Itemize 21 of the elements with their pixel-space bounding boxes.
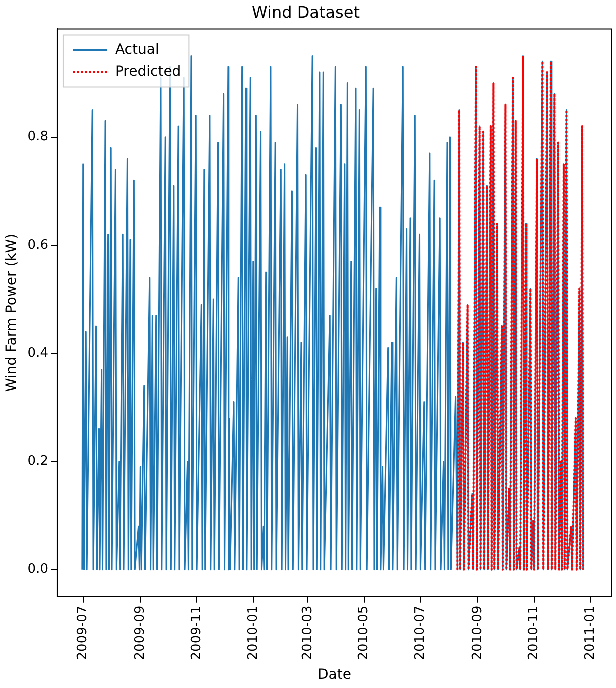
- x-tick-label: 2010-09: [470, 606, 486, 660]
- y-tick-label: 0.2: [28, 454, 48, 470]
- legend-label: Predicted: [115, 64, 182, 80]
- x-axis-title: Date: [318, 667, 352, 684]
- y-tick-label: 0.4: [28, 346, 48, 361]
- x-tick-label: 2009-09: [133, 606, 148, 660]
- x-tick-label: 2010-01: [246, 606, 261, 660]
- x-tick-label: 2010-11: [526, 606, 542, 660]
- y-tick-label: 0.0: [28, 562, 48, 578]
- chart-title: Wind Dataset: [252, 2, 360, 22]
- x-tick-label: 2010-07: [413, 606, 428, 660]
- x-tick-label: 2010-03: [300, 606, 316, 660]
- x-tick-label: 2010-05: [356, 606, 372, 660]
- x-tick-label: 2009-07: [76, 606, 91, 660]
- x-tick-label: 2011-01: [583, 606, 598, 660]
- y-tick-label: 0.8: [28, 130, 48, 145]
- y-tick-label: 0.6: [28, 238, 48, 253]
- line-series: [456, 55, 584, 571]
- legend-label: Actual: [115, 42, 160, 58]
- x-tick-label: 2009-11: [189, 606, 204, 660]
- y-axis-title: Wind Farm Power (kW): [4, 234, 20, 392]
